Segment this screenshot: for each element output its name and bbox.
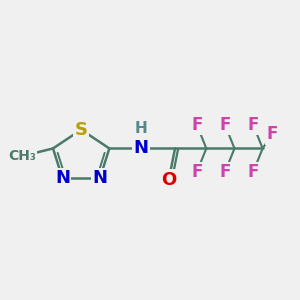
Text: F: F [248, 163, 259, 181]
Text: N: N [55, 169, 70, 187]
Text: F: F [191, 163, 202, 181]
Text: F: F [219, 116, 231, 134]
Text: H: H [134, 121, 147, 136]
Text: F: F [219, 163, 231, 181]
Text: F: F [248, 116, 259, 134]
Text: S: S [75, 121, 88, 139]
Text: N: N [133, 140, 148, 158]
Text: O: O [161, 171, 176, 189]
Text: CH₃: CH₃ [8, 149, 36, 163]
Text: F: F [191, 116, 202, 134]
Text: F: F [266, 125, 278, 143]
Text: N: N [92, 169, 107, 187]
